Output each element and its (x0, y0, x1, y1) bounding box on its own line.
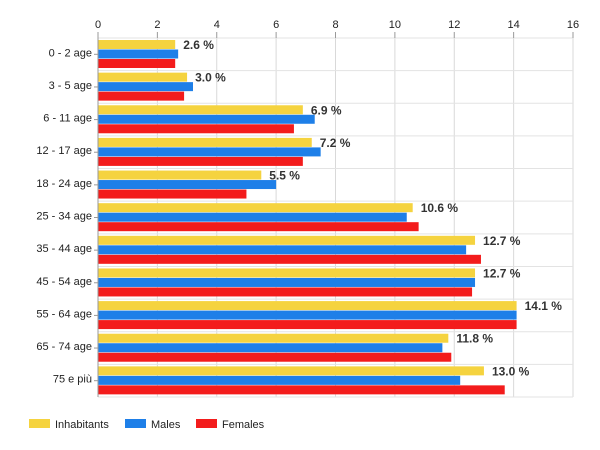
bar-inhabitants-5 (98, 203, 413, 213)
bar-inhabitants-9 (98, 333, 449, 343)
legend: Inhabitants Males Females (29, 419, 265, 431)
bar-males-7 (98, 277, 476, 287)
bar-inhabitants-10 (98, 366, 484, 376)
x-tick-label: 12 (448, 19, 460, 31)
bar-females-4 (98, 189, 247, 199)
x-tick-label: 14 (508, 19, 520, 31)
data-label: 12.7 % (483, 234, 521, 248)
category-label: 25 - 34 age (36, 211, 92, 223)
legend-swatch-inhabitants (29, 419, 50, 428)
legend-swatch-males (125, 419, 146, 428)
bar-females-1 (98, 91, 185, 101)
data-label: 10.6 % (421, 201, 459, 215)
category-label: 75 e più (53, 374, 92, 386)
bar-males-9 (98, 343, 443, 353)
bar-females-2 (98, 124, 294, 134)
category-label: 35 - 44 age (36, 243, 92, 255)
data-label: 2.6 % (183, 38, 214, 52)
data-label: 5.5 % (269, 169, 300, 183)
category-label: 12 - 17 age (36, 145, 92, 157)
x-tick-label: 2 (154, 19, 160, 31)
category-label: 45 - 54 age (36, 276, 92, 288)
legend-label-females: Females (222, 419, 265, 431)
data-label: 13.0 % (492, 364, 530, 378)
bar-males-4 (98, 180, 277, 190)
bar-inhabitants-6 (98, 235, 476, 245)
bar-males-2 (98, 114, 315, 124)
data-label: 14.1 % (525, 299, 563, 313)
bar-inhabitants-4 (98, 170, 262, 180)
x-tick-label: 8 (332, 19, 338, 31)
bar-inhabitants-7 (98, 268, 476, 278)
bar-females-8 (98, 320, 517, 330)
data-label: 12.7 % (483, 266, 521, 280)
bar-females-10 (98, 385, 505, 395)
legend-label-males: Males (151, 419, 181, 431)
bar-females-6 (98, 254, 481, 264)
bar-females-0 (98, 59, 176, 68)
bar-inhabitants-1 (98, 72, 188, 82)
axes: 0 2 4 6 8 10 12 14 16 0 - 2 age 3 - 5 age 6 - 11 ag… (36, 19, 579, 397)
data-label: 7.2 % (320, 136, 351, 150)
category-label: 18 - 24 age (36, 178, 92, 190)
bar-females-7 (98, 287, 473, 297)
bar-inhabitants-2 (98, 105, 303, 115)
data-label: 3.0 % (195, 71, 226, 85)
bar-males-6 (98, 245, 467, 255)
x-tick-label: 4 (214, 19, 220, 31)
bar-males-10 (98, 375, 461, 385)
bar-females-3 (98, 156, 303, 166)
bar-males-3 (98, 147, 321, 157)
data-labels: 2.6 % 3.0 % 6.9 % 7.2 % 5.5 % 10.6 % 12.7 % 12.… (183, 38, 562, 378)
legend-label-inhabitants: Inhabitants (55, 419, 109, 431)
x-tick-label: 16 (567, 19, 579, 31)
bar-males-1 (98, 82, 193, 92)
x-tick-label: 0 (95, 19, 101, 31)
gridlines (97, 37, 574, 398)
category-label: 55 - 64 age (36, 308, 92, 320)
bar-females-5 (98, 222, 419, 232)
x-tick-label: 6 (273, 19, 279, 31)
category-label: 6 - 11 age (43, 113, 92, 125)
bar-males-0 (98, 49, 179, 59)
bar-females-9 (98, 352, 452, 362)
category-label: 0 - 2 age (49, 47, 92, 59)
bar-inhabitants-8 (98, 301, 517, 311)
bars (98, 40, 517, 395)
legend-swatch-females (196, 419, 217, 428)
category-label: 3 - 5 age (49, 80, 92, 92)
bar-inhabitants-3 (98, 137, 312, 147)
x-tick-label: 10 (389, 19, 401, 31)
bar-inhabitants-0 (98, 40, 176, 49)
bar-males-8 (98, 310, 517, 320)
category-label: 65 - 74 age (36, 341, 92, 353)
data-label: 11.8 % (456, 332, 493, 346)
data-label: 6.9 % (311, 103, 342, 117)
bar-males-5 (98, 212, 407, 222)
